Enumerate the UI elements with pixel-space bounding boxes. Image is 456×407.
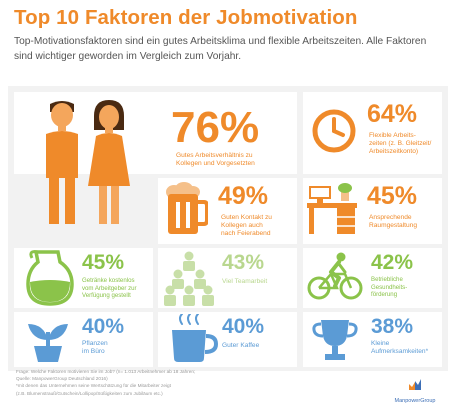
factor-label-2: Flexible Arbeits- zeiten (z. B. Gleitzei… xyxy=(369,132,432,156)
clock-icon xyxy=(312,109,356,153)
manpower-logo-icon xyxy=(409,379,421,390)
plant-icon xyxy=(28,324,68,362)
factor-card-6: 43% Viel Teamarbeit xyxy=(158,248,297,308)
cyclist-icon xyxy=(307,252,363,300)
factor-label-8: Pflanzen im Büro xyxy=(82,340,108,356)
factor-value-2: 64% xyxy=(367,100,418,128)
page-subtitle: Top-Motivationsfaktoren sind ein gutes A… xyxy=(14,36,427,62)
factor-value-8: 40% xyxy=(82,315,125,338)
factor-card-1: 76% Gutes Arbeitsverhältnis zu Kollegen … xyxy=(14,92,297,224)
factor-label-10: Kleine Aufmerksamkeiten* xyxy=(371,340,429,356)
factor-card-5: 45% Getränke kostenlos vom Arbeitgeber z… xyxy=(14,248,153,308)
factors-panel: 76% Gutes Arbeitsverhältnis zu Kollegen … xyxy=(8,86,448,371)
factor-value-10: 38% xyxy=(371,315,414,338)
factor-card-7: 42% Betriebliche Gesundheits- förderung xyxy=(303,248,442,308)
factor-label-9: Guter Kaffee xyxy=(222,342,260,349)
factor-label-4: Ansprechende Raumgestaltung xyxy=(369,214,418,230)
factor-value-9: 40% xyxy=(222,315,265,338)
factor-value-1: 76% xyxy=(171,103,260,152)
man-woman-icon xyxy=(46,100,130,224)
team-pyramid-icon xyxy=(164,251,214,306)
factor-card-9: 40% Guter Kaffee xyxy=(158,312,297,367)
desk-icon xyxy=(307,183,357,234)
factor-value-7: 42% xyxy=(371,251,414,274)
coffee-cup-icon xyxy=(172,314,218,362)
page-title: Top 10 Faktoren der Jobmotivation xyxy=(14,6,358,29)
factor-value-3: 49% xyxy=(218,182,269,210)
factor-label-1: Gutes Arbeitsverhältnis zu Kollegen und … xyxy=(176,152,255,168)
water-jug-icon xyxy=(26,250,74,306)
factor-card-3: 49% Guten Kontakt zu Kollegen auch nach … xyxy=(158,178,297,244)
source-footnote: Frage: Welche Faktoren motivieren Sie im… xyxy=(16,369,196,396)
trophy-icon xyxy=(312,320,358,360)
brand-name: ManpowerGroup xyxy=(394,398,436,404)
factor-value-6: 43% xyxy=(222,251,265,274)
brand-logo: ManpowerGroup xyxy=(392,378,438,404)
factor-label-3: Guten Kontakt zu Kollegen auch nach Feie… xyxy=(221,214,272,238)
factor-label-5: Getränke kostenlos vom Arbeitgeber zur V… xyxy=(82,277,137,300)
factor-value-5: 45% xyxy=(82,251,125,274)
factor-card-8: 40% Pflanzen im Büro xyxy=(14,312,153,367)
factor-label-6: Viel Teamarbeit xyxy=(222,278,268,285)
factor-card-2: 64% Flexible Arbeits- zeiten (z. B. Glei… xyxy=(303,92,442,174)
factor-label-7: Betriebliche Gesundheits- förderung xyxy=(371,276,408,299)
factor-card-4: 45% Ansprechende Raumgestaltung xyxy=(303,178,442,244)
factor-card-10: 38% Kleine Aufmerksamkeiten* xyxy=(303,312,442,367)
factor-value-4: 45% xyxy=(367,182,418,210)
beer-mug-icon xyxy=(166,182,208,234)
